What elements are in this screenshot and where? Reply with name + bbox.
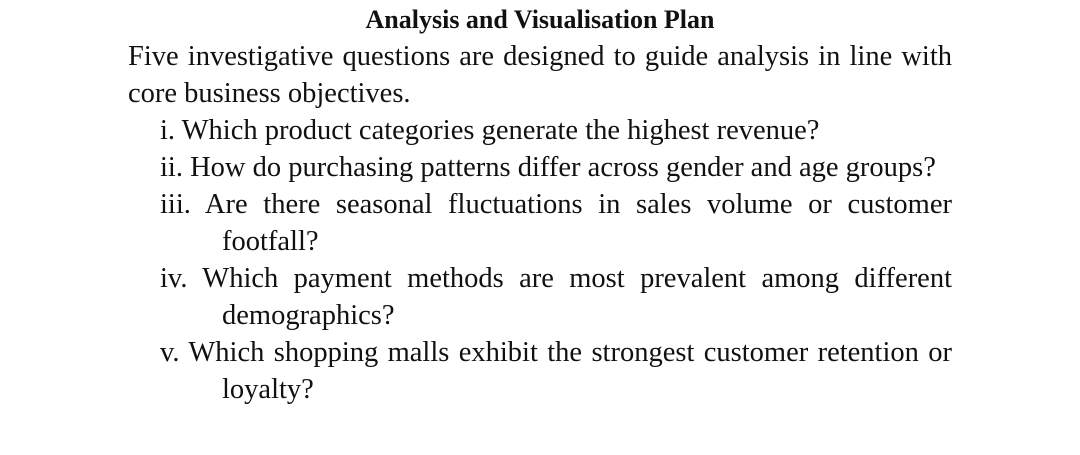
question-list: i. Which product categories generate the…: [160, 112, 952, 408]
question-item: v. Which shopping malls exhibit the stro…: [160, 337, 952, 405]
question-item: ii. How do purchasing patterns differ ac…: [160, 152, 936, 183]
section-heading: Analysis and Visualisation Plan: [365, 5, 715, 34]
question-item: iv. Which payment methods are most preva…: [160, 263, 952, 331]
intro-paragraph: Five investigative questions are designe…: [128, 41, 952, 109]
question-item: iii. Are there seasonal fluctuations in …: [160, 189, 952, 257]
question-item: i. Which product categories generate the…: [160, 115, 820, 146]
